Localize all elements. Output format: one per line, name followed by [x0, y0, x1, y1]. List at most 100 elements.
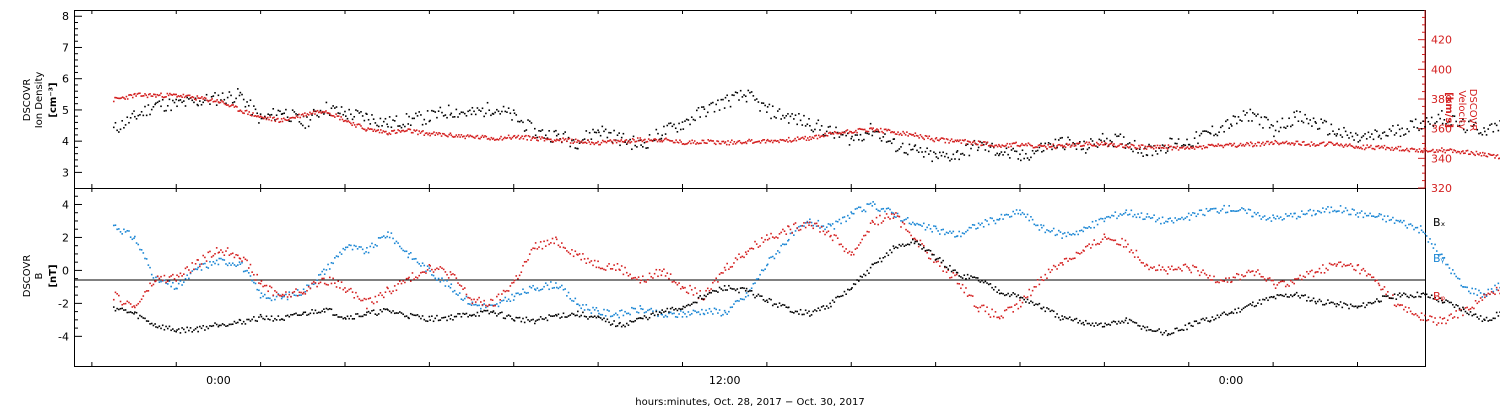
velocity-point: [1225, 143, 1227, 146]
velocity-point: [465, 135, 468, 137]
velocity-point: [782, 139, 784, 141]
density-point: [1047, 142, 1050, 144]
by-point: [1276, 215, 1279, 218]
by-point: [1469, 292, 1472, 295]
by-point: [223, 259, 226, 261]
bx-point: [502, 317, 505, 319]
velocity-point: [1228, 142, 1231, 145]
velocity-point: [1157, 146, 1160, 149]
velocity-point: [510, 138, 512, 140]
density-point: [640, 144, 642, 146]
by-point: [413, 258, 415, 260]
velocity-point: [1497, 157, 1500, 160]
bz-point: [1414, 313, 1417, 315]
bx-point: [567, 315, 570, 317]
bz-point: [1051, 269, 1053, 271]
density-point: [1376, 130, 1378, 133]
density-point: [1265, 116, 1268, 119]
bx-point: [126, 311, 129, 314]
by-point: [1242, 208, 1245, 210]
bx-point: [875, 261, 878, 264]
bx-point: [288, 315, 291, 318]
velocity-point: [1146, 145, 1149, 148]
bx-point: [884, 255, 886, 258]
velocity-point: [1308, 143, 1310, 146]
velocity-point: [1180, 146, 1182, 149]
velocity-point: [1232, 144, 1234, 146]
by-point: [1014, 213, 1016, 215]
velocity-point: [226, 104, 228, 106]
bx-point: [158, 325, 161, 328]
density-point: [183, 100, 185, 102]
velocity-point: [831, 132, 834, 135]
density-point: [523, 130, 526, 132]
velocity-point: [749, 140, 752, 142]
velocity-point: [418, 130, 421, 132]
density-point: [908, 143, 911, 146]
bx-point: [306, 314, 308, 316]
density-point: [919, 147, 922, 149]
density-point: [230, 94, 232, 97]
bz-point: [196, 259, 199, 261]
density-point: [793, 118, 795, 120]
velocity-point: [1104, 142, 1106, 144]
velocity-point: [382, 130, 385, 132]
by-point: [1497, 282, 1500, 285]
by-point: [1413, 228, 1415, 231]
bz-point: [270, 286, 273, 289]
velocity-point: [646, 140, 649, 143]
bx-point: [822, 305, 825, 307]
by-point: [752, 282, 755, 285]
bx-point: [973, 276, 976, 278]
bz-point: [1268, 277, 1271, 279]
velocity-point: [1437, 151, 1439, 153]
bx-point: [386, 308, 388, 310]
density-point: [1074, 143, 1076, 145]
velocity-point: [304, 112, 306, 114]
bz-point: [1142, 262, 1144, 264]
density-point: [407, 123, 410, 125]
velocity-point: [670, 140, 672, 142]
by-point: [235, 265, 237, 268]
density-point: [128, 121, 130, 124]
bx-point: [913, 242, 916, 245]
density-point: [346, 117, 349, 120]
by-point: [528, 285, 531, 288]
by-point: [363, 252, 366, 255]
bz-point: [176, 274, 178, 277]
velocity-point: [498, 137, 501, 140]
velocity-point: [371, 128, 373, 131]
by-point: [1274, 218, 1277, 220]
bz-point: [1242, 275, 1245, 278]
density-point: [1019, 153, 1021, 156]
bx-point: [666, 307, 669, 310]
bz-point: [712, 281, 714, 284]
density-point: [309, 119, 312, 121]
velocity-point: [160, 92, 162, 95]
velocity-point: [1119, 143, 1122, 145]
bz-point: [694, 287, 696, 289]
bx-point: [852, 283, 855, 285]
bz-point: [346, 290, 349, 292]
velocity-point: [862, 128, 865, 131]
velocity-point: [1185, 147, 1187, 149]
bx-point: [550, 315, 552, 317]
density-point: [1270, 124, 1273, 126]
by-point: [405, 250, 408, 253]
by-point: [705, 309, 707, 312]
by-point: [731, 306, 734, 308]
by-point: [304, 290, 307, 293]
bz-point: [420, 271, 422, 274]
bz-point: [175, 280, 178, 282]
by-point: [1388, 219, 1391, 222]
bz-point: [1265, 280, 1268, 282]
density-point: [1399, 135, 1402, 138]
velocity-point: [511, 136, 514, 139]
velocity-point: [1150, 146, 1152, 149]
bx-point: [806, 312, 809, 314]
density-point: [841, 133, 844, 136]
bx-point: [446, 319, 448, 322]
velocity-point: [1041, 145, 1043, 147]
velocity-point: [971, 141, 974, 144]
bx-point: [798, 313, 800, 315]
